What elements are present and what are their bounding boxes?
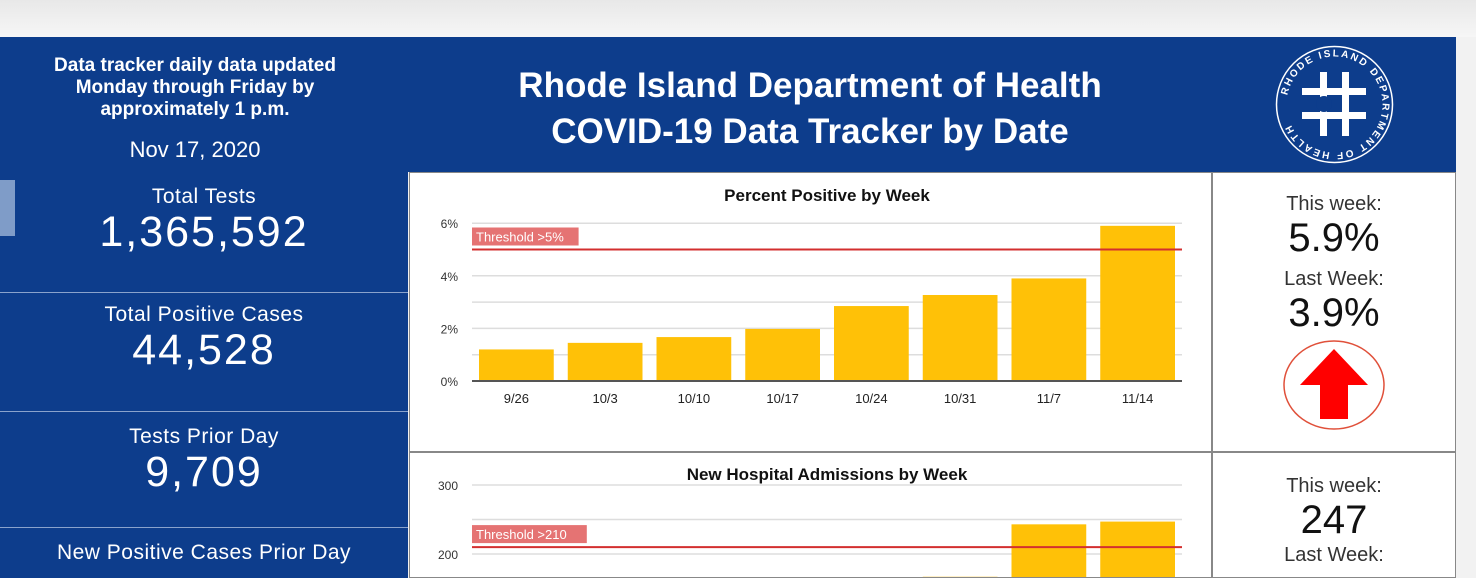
update-note-line: approximately 1 p.m.: [100, 99, 290, 120]
chart-panel-percent-positive: Percent Positive by Week 0% 2% 4% 6% 9/26 10/3…: [409, 172, 1212, 452]
stat-label: Tests Prior Day: [129, 425, 279, 448]
percent-positive-summary: This week: 5.9% Last Week: 3.9%: [1212, 172, 1456, 452]
update-note-line: Data tracker daily data updated: [54, 55, 336, 76]
stat-value: 9,709: [145, 448, 263, 496]
title-line-1: Rhode Island Department of Health: [518, 66, 1102, 105]
bar-10/3: [567, 342, 643, 381]
update-note: Data tracker daily data updated Monday t…: [0, 55, 390, 121]
stat-new-positive-prior-day: New Positive Cases Prior Day: [0, 528, 408, 578]
scrollbar-thumb[interactable]: [0, 180, 15, 236]
bar-9/26: [479, 349, 554, 381]
stat-total-positive: Total Positive Cases 44,528: [0, 293, 408, 412]
threshold-label-bg: [472, 525, 587, 544]
x-tick-label: 10/3: [592, 391, 617, 406]
y-tick-label: 6%: [441, 217, 459, 231]
browser-top-bar: [0, 0, 1476, 37]
x-tick-label: 10/31: [944, 391, 977, 406]
x-tick-label: 11/7: [1037, 391, 1061, 406]
y-tick-label: 300: [438, 479, 458, 493]
last-week-value: 3.9%: [1288, 291, 1380, 335]
title-line-2: COVID-19 Data Tracker by Date: [551, 112, 1069, 151]
chart-panel-hospital-admissions: New Hospital Admissions by Week 200 300 Thr…: [409, 452, 1212, 578]
bar-11/14: [1100, 225, 1175, 381]
x-tick-label: 10/17: [766, 391, 799, 406]
stat-label: Total Tests: [151, 185, 257, 208]
update-note-line: Monday through Friday by: [75, 77, 315, 98]
x-tick-label: 10/10: [678, 391, 711, 406]
y-tick-label: 200: [438, 548, 458, 562]
y-tick-label: 2%: [441, 322, 459, 336]
stat-label: Total Positive Cases: [104, 303, 304, 326]
bar-10/10: [656, 337, 732, 381]
stats-column: Total Tests 1,365,592 Total Positive Cas…: [0, 172, 408, 578]
last-week-label: Last Week:: [1284, 268, 1384, 290]
bar-11/14: [1100, 521, 1175, 577]
threshold-label: Threshold >5%: [476, 230, 564, 245]
bar-11/7: [1011, 278, 1087, 381]
this-week-label: This week:: [1286, 475, 1382, 497]
stat-value: 44,528: [132, 326, 276, 374]
x-tick-label: 9/26: [504, 391, 529, 406]
report-date: Nov 17, 2020: [129, 137, 261, 162]
page-title: Rhode Island Department of Health COVID-…: [410, 63, 1210, 155]
last-week-label: Last Week:: [1284, 544, 1384, 566]
stat-tests-prior-day: Tests Prior Day 9,709: [0, 412, 408, 528]
this-week-label: This week:: [1286, 193, 1382, 215]
x-tick-label: 11/14: [1122, 391, 1154, 406]
ri-health-logo: RHODE ISLAND DEPARTMENT OF HEALTH: [1275, 45, 1394, 164]
this-week-value: 247: [1300, 498, 1368, 542]
up-arrow-icon: [1283, 340, 1385, 430]
y-tick-label: 4%: [441, 270, 459, 284]
stat-label: New Positive Cases Prior Day: [56, 541, 352, 564]
y-tick-label: 0%: [441, 375, 459, 389]
chart-title: New Hospital Admissions by Week: [687, 465, 968, 484]
stat-value: 1,365,592: [99, 208, 309, 256]
svg-text:RHODE ISLAND DEPARTMENT OF HE: RHODE ISLAND DEPARTMENT OF HEALTH: [1279, 48, 1390, 160]
threshold-label: Threshold >210: [476, 527, 567, 542]
hospital-admissions-summary: This week: 247 Last Week:: [1212, 452, 1456, 578]
dashboard-header: Data tracker daily data updated Monday t…: [0, 37, 1456, 172]
percent-positive-chart: Percent Positive by Week 0% 2% 4% 6% 9/26 10/3…: [441, 186, 1182, 406]
stat-total-tests: Total Tests 1,365,592: [0, 172, 408, 293]
chart-title: Percent Positive by Week: [724, 186, 930, 205]
bar-10/24: [834, 306, 909, 381]
this-week-value: 5.9%: [1288, 216, 1380, 260]
bar-10/31: [922, 294, 998, 381]
bar-10/17: [745, 328, 820, 381]
hospital-admissions-chart: New Hospital Admissions by Week 200 300 Thr…: [438, 465, 1182, 577]
x-tick-label: 10/24: [855, 391, 888, 406]
threshold-label-bg: [472, 227, 579, 246]
bar-11/7: [1011, 524, 1087, 577]
